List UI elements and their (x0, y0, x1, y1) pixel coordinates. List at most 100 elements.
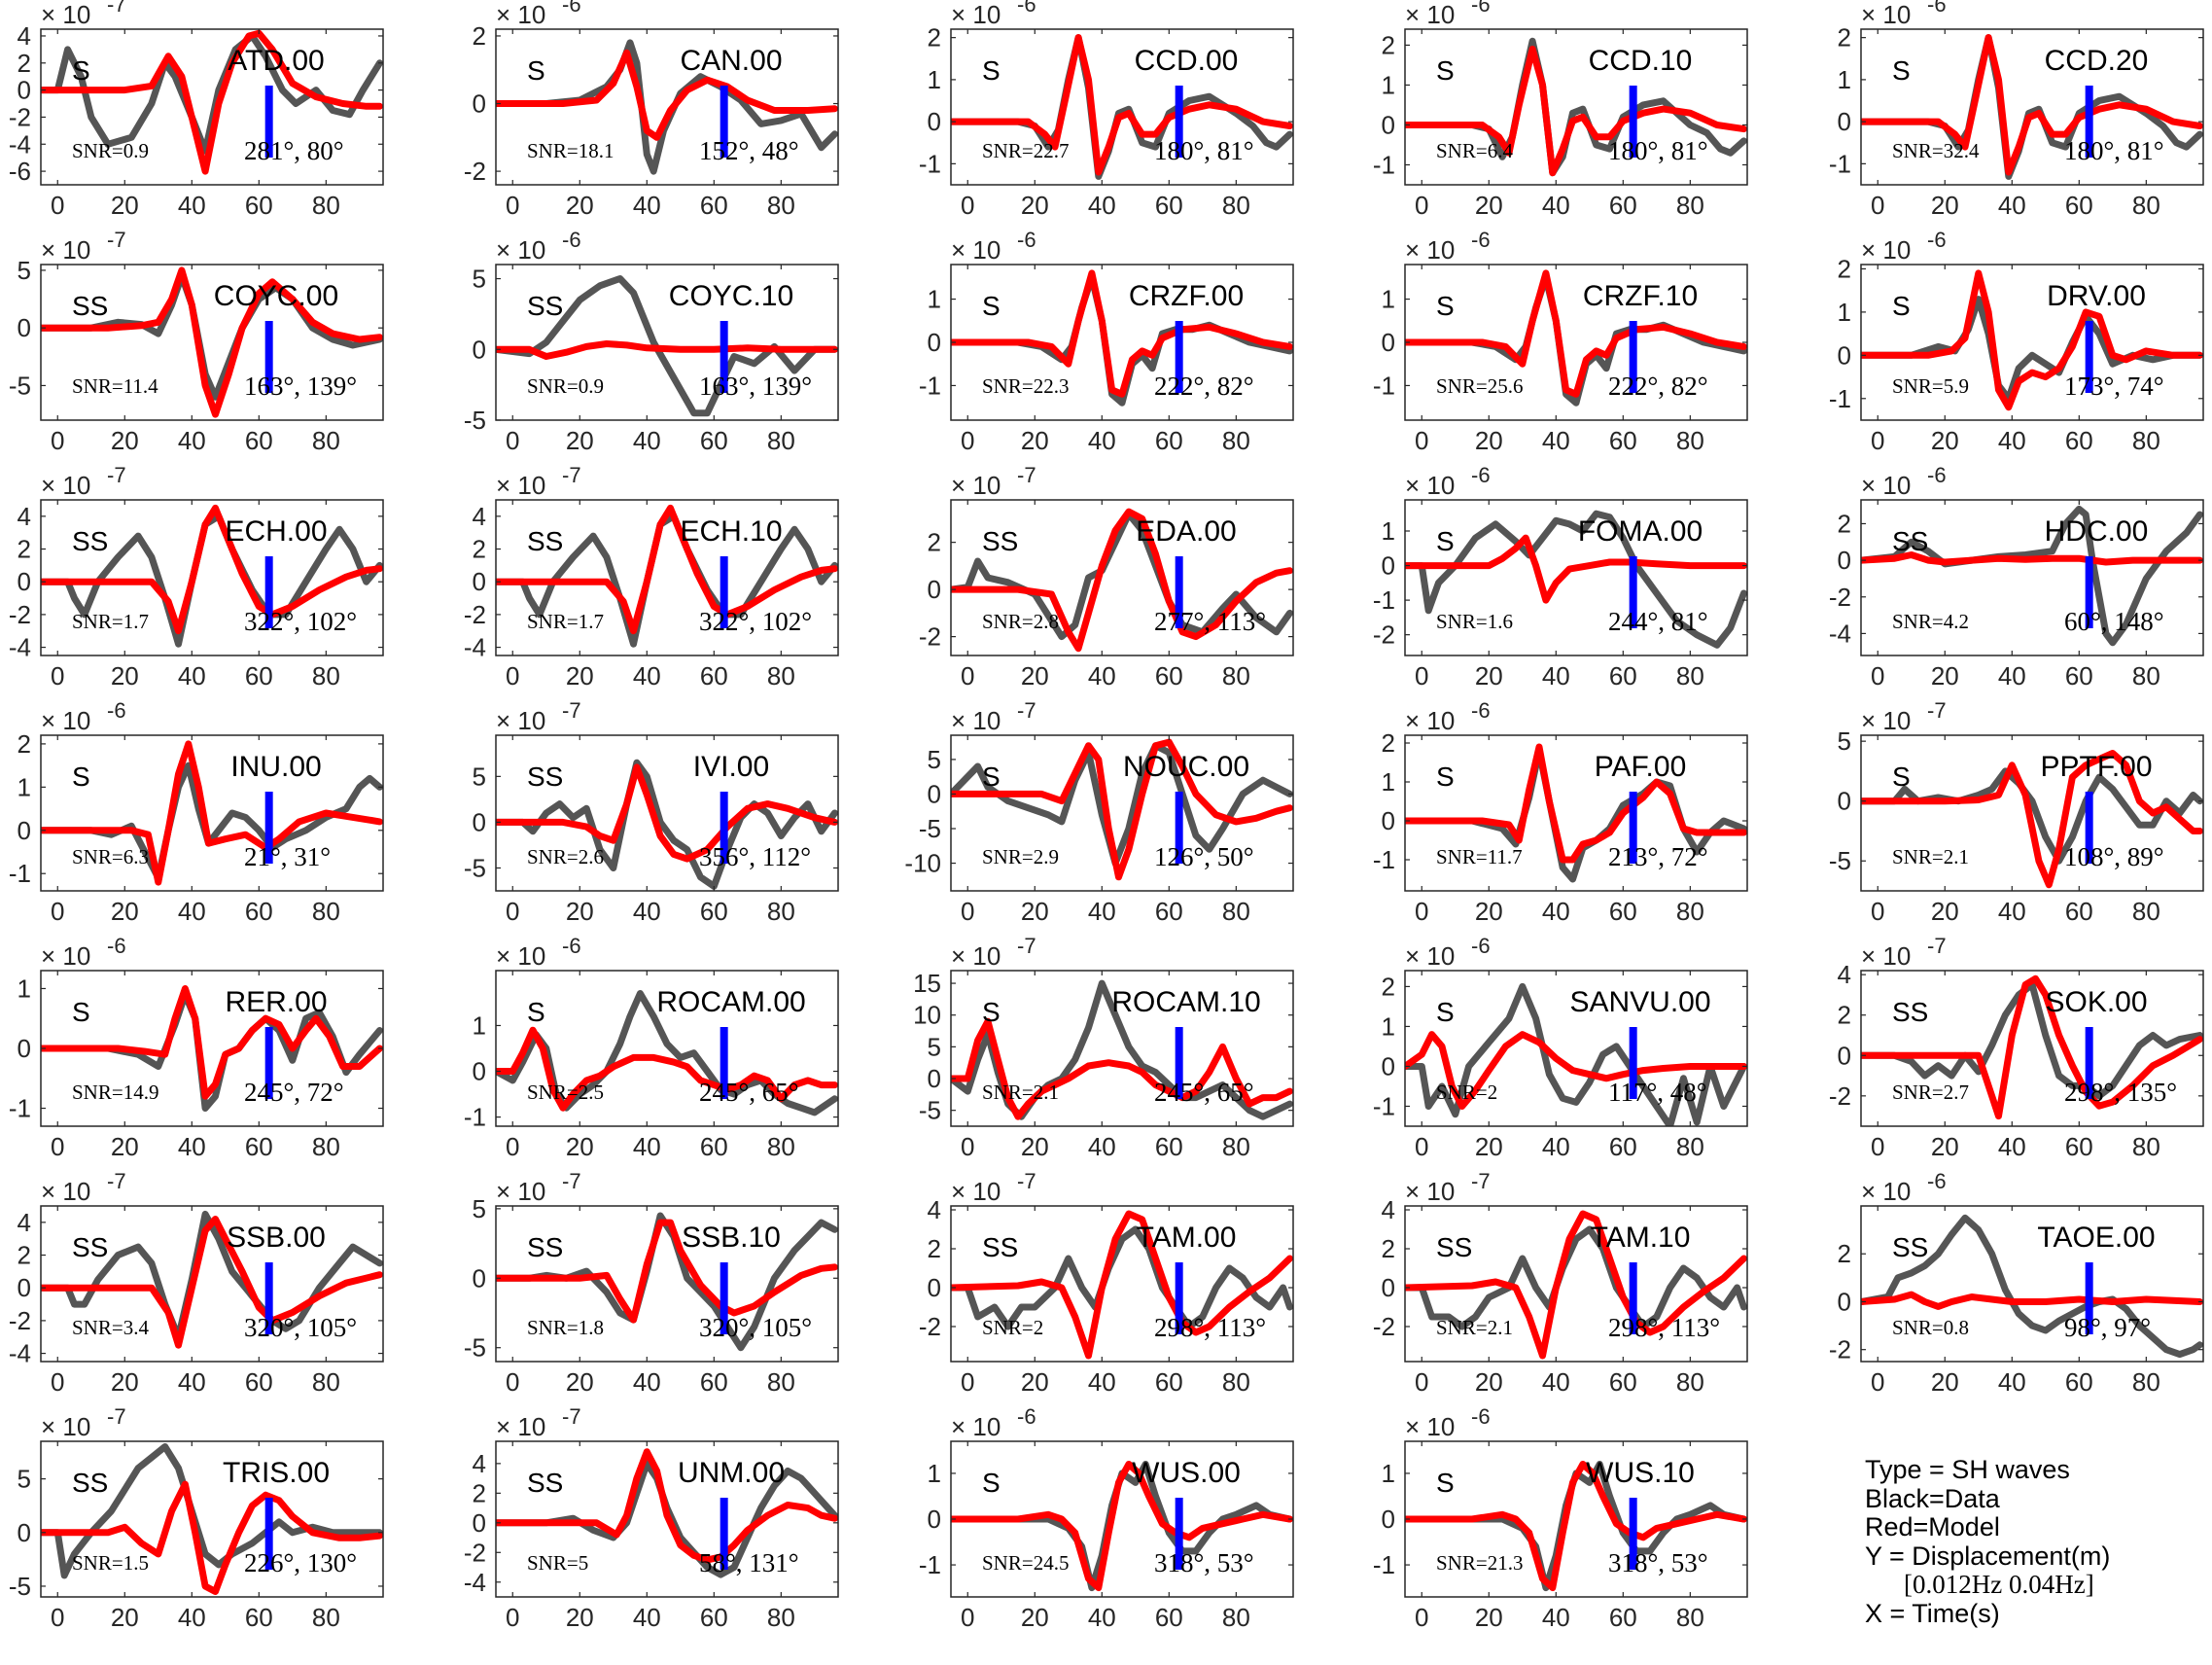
station-label: EDA.00 (1136, 515, 1236, 548)
y-exponent-base: × 10 (951, 1412, 1001, 1441)
y-exponent-base: × 10 (1405, 941, 1455, 971)
y-exponent-power: -7 (1471, 1169, 1491, 1193)
snr-label: SNR=4.2 (1892, 610, 1969, 633)
y-tick-label: 4 (1838, 960, 1851, 989)
x-tick-label: 40 (1542, 661, 1570, 691)
y-tick-label: -10 (904, 849, 941, 878)
y-exponent-base: × 10 (1405, 706, 1455, 735)
y-tick-label: -5 (464, 1333, 486, 1363)
axes-box (1860, 264, 2204, 421)
y-exponent-power: -6 (562, 934, 581, 958)
y-tick-label: 2 (1382, 30, 1395, 59)
x-tick-label: 20 (1021, 1367, 1049, 1397)
x-tick-label: 60 (245, 897, 273, 926)
azimuth-label: 320°, 105° (244, 1313, 357, 1342)
axes-box (40, 1440, 384, 1598)
model-trace (41, 504, 383, 635)
axes-box (950, 734, 1294, 892)
phase-label: SS (527, 762, 563, 792)
model-trace (951, 34, 1293, 176)
azimuth-label: 318°, 53° (1154, 1548, 1254, 1577)
y-exponent-base: × 10 (496, 1412, 545, 1441)
x-tick-label: 0 (51, 897, 64, 926)
axes-box (40, 1205, 384, 1363)
station-label: PAF.00 (1595, 751, 1687, 783)
x-tick-label: 20 (1475, 1603, 1503, 1632)
phase-label: S (1436, 762, 1455, 792)
panel-ccd-00: 0 20 40 60 80 2 1 0 -1 × 10 -6 S CCD.00 SNR=22.7 180°,… (919, 0, 1294, 220)
y-tick-label: 5 (473, 265, 486, 294)
snr-label: SNR=2.1 (1892, 845, 1969, 868)
x-tick-label: 80 (1222, 1132, 1250, 1161)
y-tick-label: -5 (9, 1572, 31, 1601)
model-trace (1405, 743, 1747, 864)
y-exponent-base: × 10 (496, 941, 545, 971)
station-label: TAM.00 (1137, 1222, 1237, 1254)
y-tick-label: 2 (18, 729, 31, 759)
snr-label: SNR=0.9 (527, 374, 604, 398)
y-exponent-base: × 10 (496, 235, 545, 265)
data-trace (1861, 981, 2203, 1100)
data-trace (496, 1212, 838, 1352)
x-tick-label: 20 (1021, 191, 1049, 220)
azimuth-label: 180°, 81° (2064, 136, 2164, 165)
legend: Type = SH waves Black=Data Red=Model Y =… (1865, 1455, 2195, 1628)
x-tick-label: 40 (633, 661, 661, 691)
y-tick-label: 1 (928, 65, 941, 94)
y-exponent-power: -7 (107, 1169, 126, 1193)
y-exponent-power: -6 (1927, 228, 1947, 252)
phase-label: S (1892, 762, 1911, 792)
x-tick-label: 60 (700, 426, 728, 455)
x-tick-label: 80 (767, 426, 795, 455)
phase-label: S (527, 55, 545, 86)
x-tick-label: 20 (111, 426, 139, 455)
snr-label: SNR=6.3 (72, 845, 149, 868)
y-tick-label: 2 (1838, 509, 1851, 538)
y-tick-label: 0 (1382, 806, 1395, 835)
x-tick-label: 40 (178, 1367, 206, 1397)
y-tick-label: 2 (1382, 972, 1395, 1001)
y-tick-label: 1 (928, 285, 941, 314)
y-tick-label: 2 (1382, 1234, 1395, 1263)
station-label: WUS.00 (1132, 1457, 1241, 1489)
y-tick-label: 4 (18, 502, 31, 531)
azimuth-label: 108°, 89° (2064, 842, 2164, 871)
x-tick-label: 40 (178, 426, 206, 455)
x-tick-label: 0 (1871, 191, 1884, 220)
model-trace (496, 1026, 838, 1112)
y-exponent-base: × 10 (41, 235, 90, 265)
x-tick-label: 20 (1931, 661, 1959, 691)
y-tick-label: 2 (1382, 728, 1395, 758)
y-tick-label: 0 (18, 76, 31, 105)
x-tick-label: 0 (1871, 897, 1884, 926)
azimuth-label: 213°, 72° (1608, 842, 1708, 871)
x-tick-label: 40 (633, 191, 661, 220)
y-tick-label: 0 (473, 1057, 486, 1086)
x-tick-label: 40 (178, 897, 206, 926)
y-tick-label: -1 (1373, 150, 1395, 179)
axes-box (40, 499, 384, 656)
x-tick-label: 20 (1475, 191, 1503, 220)
x-tick-label: 40 (1088, 897, 1116, 926)
y-tick-label: -1 (9, 1094, 31, 1123)
model-trace (41, 266, 383, 418)
x-tick-label: 0 (51, 1132, 64, 1161)
x-tick-label: 60 (700, 191, 728, 220)
x-tick-label: 40 (1542, 426, 1570, 455)
snr-label: SNR=22.7 (982, 139, 1069, 162)
snr-label: SNR=0.8 (1892, 1316, 1969, 1339)
x-tick-label: 40 (178, 661, 206, 691)
y-tick-label: 2 (18, 1241, 31, 1270)
station-label: INU.00 (230, 751, 321, 783)
x-tick-label: 80 (1676, 1603, 1704, 1632)
x-tick-label: 0 (1415, 1367, 1428, 1397)
y-tick-label: 2 (18, 49, 31, 78)
y-tick-label: 0 (928, 1273, 941, 1302)
x-tick-label: 60 (245, 1367, 273, 1397)
x-tick-label: 20 (111, 661, 139, 691)
